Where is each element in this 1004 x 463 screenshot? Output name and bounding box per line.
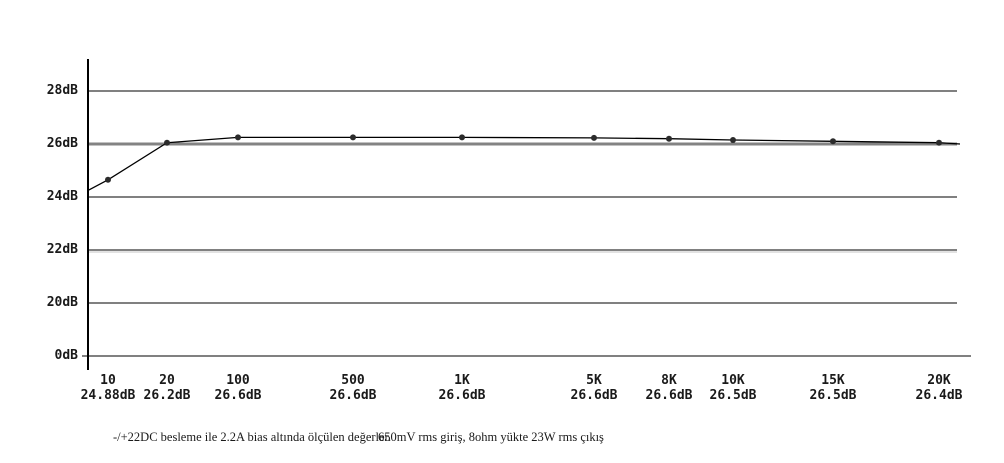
y-axis-tick-label: 28dB [46, 83, 78, 98]
x-axis-frequency-label: 10 [100, 373, 116, 388]
data-point-marker [459, 134, 465, 141]
x-axis-measurement-label: 26.6dB [329, 388, 377, 403]
y-axis-tick-label: 26dB [46, 136, 78, 151]
frequency-response-curve [87, 136, 961, 191]
footnote-signal-levels: 650mV rms giriş, 8ohm yükte 23W rms çıkı… [378, 430, 604, 444]
footnote-measurement-conditions: -/+22DC besleme ile 2.2A bias altında öl… [113, 430, 392, 444]
x-axis-frequency-label: 15K [821, 373, 845, 388]
x-axis-measurement-label: 26.6dB [214, 388, 262, 403]
x-axis-measurement-label: 26.6dB [645, 388, 693, 403]
x-axis-frequency-label: 5K [586, 373, 602, 388]
x-axis-measurement-label: 26.6dB [438, 388, 486, 403]
y-axis-tick-label: 24dB [46, 189, 78, 204]
x-axis-frequency-label: 10K [721, 373, 745, 388]
data-point-marker [830, 138, 836, 145]
data-point-marker [936, 139, 942, 146]
data-point-marker [591, 134, 597, 141]
x-axis-measurement-label: 26.4dB [915, 388, 963, 403]
y-axis-tick-label: 20dB [46, 295, 78, 310]
x-axis-frequency-label: 500 [341, 373, 365, 388]
x-axis-frequency-label: 100 [226, 373, 250, 388]
data-point-marker [235, 134, 241, 141]
y-axis-tick-label: 22dB [46, 242, 78, 257]
data-point-marker [105, 176, 111, 183]
y-axis-tick-label: 0dB [54, 348, 78, 363]
x-axis-measurement-label: 26.5dB [709, 388, 757, 403]
x-axis-measurement-label: 26.2dB [143, 388, 191, 403]
x-axis-frequency-label: 1K [454, 373, 470, 388]
data-point-marker [730, 137, 736, 143]
x-axis-frequency-label: 20K [927, 373, 951, 388]
data-point-marker [666, 135, 672, 142]
x-axis-measurement-label: 26.6dB [570, 388, 618, 403]
x-axis-frequency-label: 20 [159, 373, 175, 388]
data-point-marker [164, 139, 170, 146]
data-point-marker [350, 134, 356, 141]
x-axis-measurement-label: 24.88dB [80, 388, 136, 403]
x-axis-frequency-label: 8K [661, 373, 677, 388]
x-axis-measurement-label: 26.5dB [809, 388, 857, 403]
